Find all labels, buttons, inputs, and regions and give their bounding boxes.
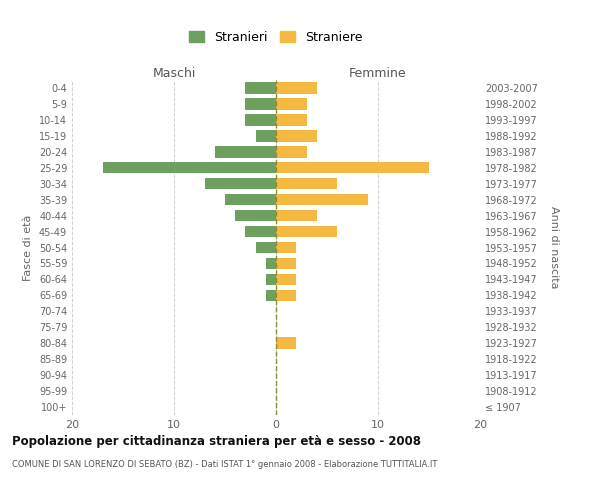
Bar [266,290,276,301]
Bar [276,162,429,173]
Y-axis label: Anni di nascita: Anni di nascita [548,206,559,289]
Bar [256,130,276,141]
Bar [276,82,317,94]
Bar [276,338,296,349]
Text: COMUNE DI SAN LORENZO DI SEBATO (BZ) - Dati ISTAT 1° gennaio 2008 - Elaborazione: COMUNE DI SAN LORENZO DI SEBATO (BZ) - D… [12,460,437,469]
Bar [276,274,296,285]
Text: Popolazione per cittadinanza straniera per età e sesso - 2008: Popolazione per cittadinanza straniera p… [12,435,421,448]
Legend: Stranieri, Straniere: Stranieri, Straniere [184,26,368,49]
Bar [276,290,296,301]
Bar [256,242,276,253]
Bar [276,98,307,110]
Bar [225,194,276,205]
Bar [276,130,317,141]
Bar [235,210,276,222]
Bar [276,210,317,222]
Bar [276,258,296,269]
Text: Femmine: Femmine [349,67,407,80]
Bar [245,226,276,237]
Bar [266,258,276,269]
Y-axis label: Fasce di età: Fasce di età [23,214,33,280]
Bar [276,194,368,205]
Bar [276,146,307,158]
Bar [245,98,276,110]
Bar [276,226,337,237]
Bar [205,178,276,190]
Bar [103,162,276,173]
Bar [266,274,276,285]
Bar [276,178,337,190]
Bar [245,82,276,94]
Text: Maschi: Maschi [152,67,196,80]
Bar [276,242,296,253]
Bar [245,114,276,126]
Bar [276,114,307,126]
Bar [215,146,276,158]
